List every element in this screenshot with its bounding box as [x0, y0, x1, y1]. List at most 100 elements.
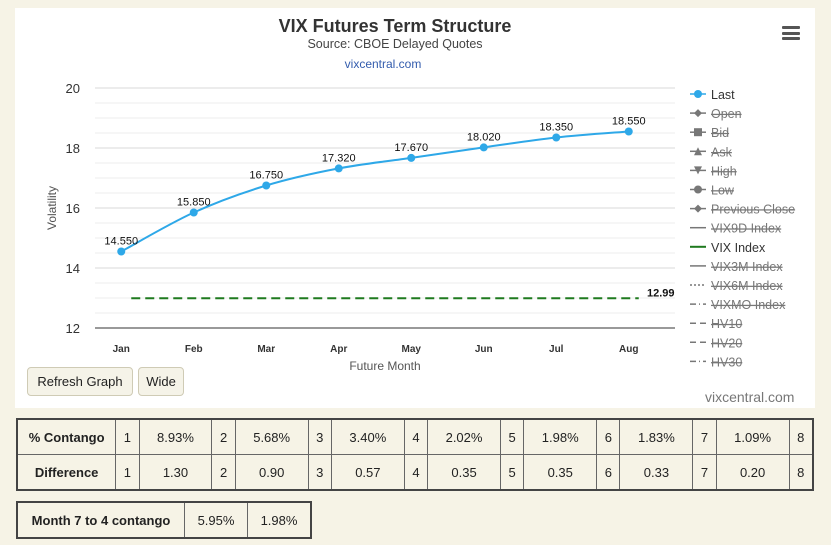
- legend-item[interactable]: VIXMO Index: [690, 298, 786, 312]
- month-number-cell: 6: [596, 418, 621, 455]
- month-number-cell: 1: [115, 454, 140, 491]
- value-cell: 3.40%: [330, 418, 405, 455]
- vix-term-structure-chart: VIX Futures Term Structure Source: CBOE …: [45, 16, 795, 373]
- last-data-label: 14.550: [104, 236, 138, 248]
- last-data-point: [479, 143, 488, 152]
- x-tick-label: Aug: [619, 344, 638, 355]
- last-data-label: 15.850: [177, 197, 211, 209]
- y-axis-label: Volatility: [45, 186, 59, 230]
- legend-label: VIX3M Index: [711, 260, 783, 274]
- value-cell: 1.09%: [715, 418, 790, 455]
- x-tick-label: Jul: [549, 344, 564, 355]
- x-tick-label: Jan: [113, 344, 130, 355]
- legend-label: VIX9D Index: [711, 222, 782, 236]
- row-header: Difference: [16, 454, 117, 491]
- last-data-point: [624, 127, 633, 136]
- month-number-cell: 3: [307, 418, 332, 455]
- legend-label: VIXMO Index: [711, 298, 786, 312]
- legend-label: High: [711, 164, 737, 178]
- legend-triangle-down-symbol: [694, 166, 702, 175]
- legend-item[interactable]: Ask: [690, 145, 733, 159]
- value-cell: 0.90: [234, 454, 309, 491]
- chart-panel: VIX Futures Term Structure Source: CBOE …: [15, 8, 815, 408]
- y-tick-label: 12: [66, 321, 80, 336]
- value-cell: 0.35: [523, 454, 598, 491]
- legend-item[interactable]: Open: [690, 107, 742, 121]
- legend-circle-symbol: [694, 185, 702, 194]
- chart-link[interactable]: vixcentral.com: [345, 57, 422, 71]
- contango-table: % Contango 1 8.93% 2 5.68% 3 3.40% 4 2.02% 5 1.98%…: [16, 418, 814, 491]
- legend-item[interactable]: VIX Index: [690, 241, 766, 255]
- last-data-label: 17.670: [394, 142, 428, 154]
- legend-label: Bid: [711, 126, 729, 140]
- legend-item[interactable]: HV30: [690, 355, 742, 369]
- legend-square-symbol: [694, 128, 702, 137]
- month-number-cell: 6: [596, 454, 621, 491]
- month-number-cell: 3: [307, 454, 332, 491]
- value-cell: 1.30: [138, 454, 213, 491]
- refresh-graph-button[interactable]: Refresh Graph: [27, 367, 133, 396]
- last-data-label: 18.550: [612, 116, 646, 128]
- legend-item[interactable]: VIX6M Index: [690, 279, 783, 293]
- credit-text: vixcentral.com: [705, 389, 795, 405]
- last-data-point: [262, 181, 271, 190]
- legend-item[interactable]: HV20: [690, 336, 742, 350]
- y-tick-label: 20: [66, 81, 80, 96]
- value-cell: 5.68%: [234, 418, 309, 455]
- month-number-cell: 8: [788, 454, 814, 491]
- month-number-cell: 2: [211, 454, 236, 491]
- last-data-label: 18.350: [539, 122, 573, 134]
- value-cell: 2.02%: [427, 418, 501, 455]
- month-number-cell: 5: [499, 418, 525, 455]
- month-number-cell: 8: [788, 418, 814, 455]
- last-series-line: [120, 130, 629, 253]
- legend-item[interactable]: HV10: [690, 317, 742, 331]
- wide-button[interactable]: Wide: [138, 367, 184, 396]
- legend-item[interactable]: High: [690, 164, 737, 178]
- month-number-cell: 4: [403, 418, 429, 455]
- value-cell: 0.33: [619, 454, 694, 491]
- legend-label: HV30: [711, 355, 742, 369]
- month-contango-table: Month 7 to 4 contango 5.95% 1.98%: [16, 501, 312, 539]
- month-number-cell: 4: [403, 454, 429, 491]
- legend-circle-symbol: [694, 90, 702, 98]
- y-tick-label: 14: [66, 261, 80, 276]
- row-header: % Contango: [16, 418, 117, 455]
- chart-legend: Last Open Bid Ask High Low Previous Close VIX9D…: [690, 88, 795, 369]
- legend-item[interactable]: Previous Close: [690, 203, 795, 217]
- value-cell: 0.35: [427, 454, 501, 491]
- y-tick-label: 18: [66, 141, 80, 156]
- month-number-cell: 5: [499, 454, 525, 491]
- plot-area: 12.99 14.550 15.850 16.750 17.320 17.670 18.02…: [104, 116, 675, 300]
- month-contango-label: Month 7 to 4 contango: [16, 501, 185, 539]
- legend-diamond-symbol: [694, 204, 702, 213]
- last-data-point: [189, 208, 198, 217]
- legend-item[interactable]: VIX9D Index: [690, 222, 782, 236]
- legend-item[interactable]: Low: [690, 184, 735, 198]
- hamburger-menu-icon[interactable]: [782, 26, 800, 40]
- last-data-label: 17.320: [322, 152, 356, 164]
- value-cell: 0.20: [715, 454, 790, 491]
- x-tick-label: Jun: [475, 344, 493, 355]
- x-tick-label: Apr: [330, 344, 347, 355]
- legend-label: VIX Index: [711, 241, 766, 255]
- chart-grid: [95, 87, 675, 329]
- x-axis-label: Future Month: [349, 359, 420, 373]
- legend-label: Previous Close: [711, 203, 795, 217]
- x-tick-label: Mar: [257, 344, 275, 355]
- month-contango-row: Month 7 to 4 contango 5.95% 1.98%: [16, 501, 312, 539]
- x-tick-label: Feb: [185, 344, 203, 355]
- legend-item[interactable]: Bid: [690, 126, 729, 140]
- last-data-point: [334, 164, 343, 173]
- value-cell: 0.57: [330, 454, 405, 491]
- month-contango-value: 1.98%: [247, 501, 312, 539]
- legend-item[interactable]: VIX3M Index: [690, 260, 783, 274]
- last-data-label: 18.020: [467, 131, 501, 143]
- legend-item[interactable]: Last: [690, 88, 735, 102]
- legend-label: Low: [711, 184, 735, 198]
- last-data-point: [407, 153, 416, 162]
- chart-subtitle: Source: CBOE Delayed Quotes: [307, 37, 482, 51]
- legend-label: Last: [711, 88, 735, 102]
- month-number-cell: 1: [115, 418, 140, 455]
- last-data-label: 16.750: [249, 170, 283, 182]
